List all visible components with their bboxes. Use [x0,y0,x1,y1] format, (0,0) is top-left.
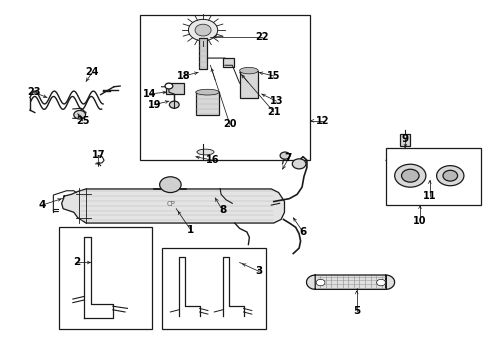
Circle shape [169,101,179,108]
Bar [140,15,310,160]
Text: 8: 8 [219,206,226,216]
Text: 20: 20 [223,120,236,129]
Text: 21: 21 [266,107,280,117]
Text: 7: 7 [284,153,291,163]
Text: 14: 14 [142,89,156,99]
Circle shape [292,159,305,169]
Ellipse shape [239,67,258,74]
Text: 10: 10 [412,216,426,226]
Bar [166,83,183,94]
Ellipse shape [195,89,219,95]
Text: 22: 22 [254,32,268,41]
Circle shape [74,111,85,119]
Polygon shape [61,189,284,223]
Text: 2: 2 [73,257,80,267]
Circle shape [195,24,211,36]
Bar [399,134,409,146]
Circle shape [394,164,425,187]
Text: 25: 25 [76,116,89,126]
Bar [385,148,480,205]
Text: 24: 24 [85,67,99,77]
Bar [195,92,219,116]
Bar [161,248,266,329]
Text: 11: 11 [422,191,436,201]
Text: CP: CP [166,201,176,207]
Text: 16: 16 [205,155,219,165]
Circle shape [316,279,325,286]
Circle shape [164,83,172,89]
Bar [223,58,233,67]
Circle shape [159,177,181,193]
Text: 4: 4 [39,200,46,210]
Text: 9: 9 [401,134,408,144]
Text: 13: 13 [269,96,283,106]
Text: 15: 15 [266,71,280,81]
Circle shape [442,170,457,181]
Bar [59,226,152,329]
Circle shape [188,19,217,41]
Text: 17: 17 [91,150,105,160]
Circle shape [280,152,289,159]
Circle shape [401,169,418,182]
Text: 18: 18 [176,71,190,81]
Polygon shape [306,275,394,289]
Text: 12: 12 [315,116,328,126]
Text: 23: 23 [27,87,41,97]
Circle shape [436,166,463,186]
Text: 19: 19 [147,100,161,110]
Text: 5: 5 [352,306,360,316]
Text: 1: 1 [187,225,194,235]
Bar [239,71,258,98]
Text: 6: 6 [299,227,306,237]
Text: 3: 3 [255,266,262,276]
Ellipse shape [197,149,214,155]
Circle shape [376,279,385,286]
Bar [198,39,207,69]
